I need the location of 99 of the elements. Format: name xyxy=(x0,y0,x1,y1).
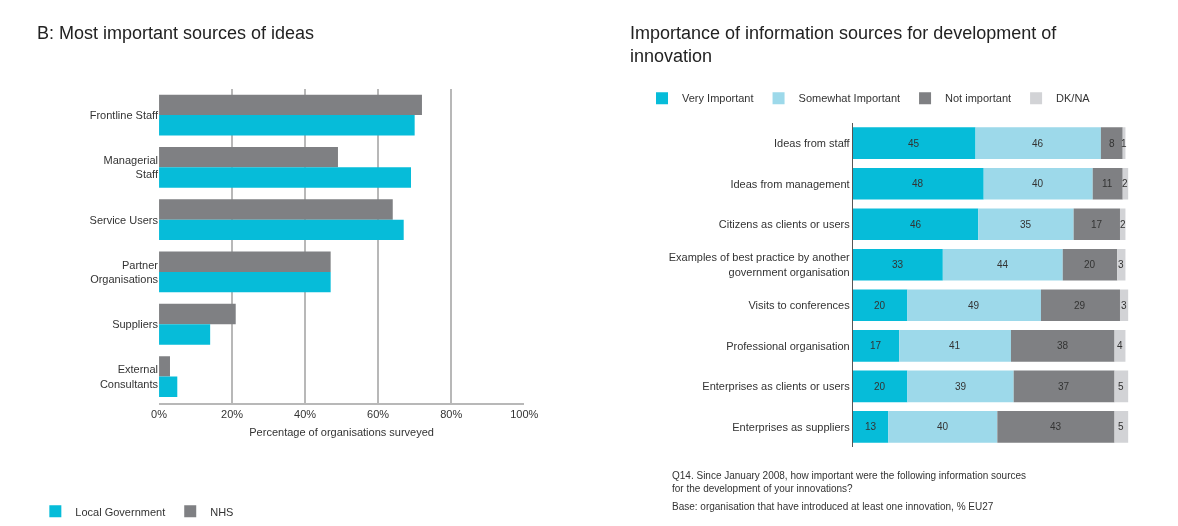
legend-label: DK/NA xyxy=(1056,92,1091,105)
bar xyxy=(1100,127,1123,159)
chart-title: B: Most important sources of ideas xyxy=(37,23,315,43)
data-label: 49 xyxy=(968,300,980,311)
data-label: 38 xyxy=(1057,340,1069,351)
legend-label: Not important xyxy=(945,92,1012,105)
bar xyxy=(899,330,1011,362)
bar xyxy=(159,324,211,345)
bar xyxy=(983,167,1093,200)
bar xyxy=(1062,248,1118,281)
bar xyxy=(159,376,178,397)
y-tick-label: External Consultants xyxy=(99,363,159,390)
y-tick-label: Citizens as clients or users xyxy=(718,218,851,231)
bar xyxy=(997,411,1115,443)
bar xyxy=(852,411,889,443)
legend-label: Very Important xyxy=(682,92,754,105)
data-label: 13 xyxy=(865,421,877,432)
bar xyxy=(159,199,393,220)
bar xyxy=(852,127,976,159)
legend-label: NHS xyxy=(210,505,234,518)
x-tick-label: 60% xyxy=(367,407,390,420)
bar xyxy=(1010,330,1115,362)
bar xyxy=(159,219,404,241)
bar xyxy=(159,94,422,116)
data-label: 46 xyxy=(1032,138,1044,149)
data-label: 29 xyxy=(1074,300,1086,311)
bar xyxy=(852,370,908,403)
data-label: 39 xyxy=(955,381,967,392)
x-tick-label: 80% xyxy=(440,407,463,420)
y-tick-label: Professional organisation xyxy=(726,339,850,352)
bar xyxy=(978,208,1074,241)
chart-title: Importance of information sources for development of innovation xyxy=(630,23,1058,67)
x-tick-label: 20% xyxy=(221,407,244,420)
x-tick-label: 40% xyxy=(294,407,317,420)
legend-label: Somewhat Important xyxy=(798,92,901,105)
data-label: 33 xyxy=(892,259,904,270)
legend-label: Local Government xyxy=(75,505,166,518)
bar xyxy=(159,356,170,377)
data-label: 46 xyxy=(910,219,922,230)
bar xyxy=(159,303,236,325)
text: Q14. Since January 2008, how important were the following information sources for the development of your innovations? xyxy=(672,470,1027,494)
bar xyxy=(1040,289,1120,322)
data-label: 20 xyxy=(1084,259,1096,270)
bar xyxy=(852,248,943,281)
bar xyxy=(852,330,900,362)
data-label: 17 xyxy=(1091,219,1103,230)
bar xyxy=(159,115,415,136)
bar xyxy=(159,146,338,168)
bar xyxy=(1092,167,1123,200)
data-label: 41 xyxy=(949,340,961,351)
data-label: 35 xyxy=(1020,219,1032,230)
y-tick-label: Enterprises as suppliers xyxy=(732,420,851,433)
y-tick-label: Ideas from staff xyxy=(774,137,851,150)
x-tick-label: 0% xyxy=(151,407,168,420)
data-label: 48 xyxy=(912,178,924,189)
y-tick-label: Partner Organisations xyxy=(90,258,159,285)
data-label: 3 xyxy=(1121,300,1127,311)
data-label: 5 xyxy=(1118,381,1124,392)
data-label: 45 xyxy=(908,138,920,149)
y-tick-label: Enterprises as clients or users xyxy=(702,380,851,393)
y-tick-label: Ideas from management xyxy=(730,177,850,190)
data-label: 2 xyxy=(1120,219,1126,230)
y-tick-label: Service Users xyxy=(89,213,159,226)
y-tick-label: Visits to conferences xyxy=(748,299,851,312)
bar xyxy=(159,167,411,188)
bar xyxy=(852,289,908,322)
text: Base: organisation that have introduced at least one innovation, % EU27 xyxy=(672,501,994,512)
data-label: 40 xyxy=(1032,178,1044,189)
bar xyxy=(975,127,1101,159)
bar xyxy=(1073,208,1120,241)
bar xyxy=(852,208,979,241)
data-label: 3 xyxy=(1118,259,1124,270)
bar xyxy=(942,248,1063,281)
data-label: 40 xyxy=(937,421,949,432)
x-axis-title: Percentage of organisations surveyed xyxy=(249,426,434,439)
bar xyxy=(159,271,331,293)
data-label: 8 xyxy=(1109,138,1115,149)
data-label: 2 xyxy=(1122,178,1128,189)
x-tick-label: 100% xyxy=(510,407,539,420)
data-label: 43 xyxy=(1050,421,1062,432)
bar xyxy=(1013,370,1115,403)
data-label: 11 xyxy=(1102,178,1113,189)
y-tick-label: Managerial Staff xyxy=(103,154,159,181)
data-label: 44 xyxy=(997,259,1009,270)
data-label: 20 xyxy=(874,300,886,311)
data-label: 17 xyxy=(870,340,882,351)
bar xyxy=(907,289,1041,322)
y-tick-label: Suppliers xyxy=(112,318,159,331)
bar xyxy=(888,411,998,443)
data-label: 5 xyxy=(1118,421,1124,432)
data-label: 37 xyxy=(1058,381,1070,392)
bar xyxy=(907,370,1014,403)
y-tick-label: Frontline Staff xyxy=(89,108,159,121)
data-label: 1 xyxy=(1121,138,1127,149)
data-label: 4 xyxy=(1117,340,1123,351)
bar xyxy=(159,251,331,272)
y-tick-label: Examples of best practice by another government organisation xyxy=(668,251,851,278)
bar xyxy=(852,167,984,200)
data-label: 20 xyxy=(874,381,886,392)
